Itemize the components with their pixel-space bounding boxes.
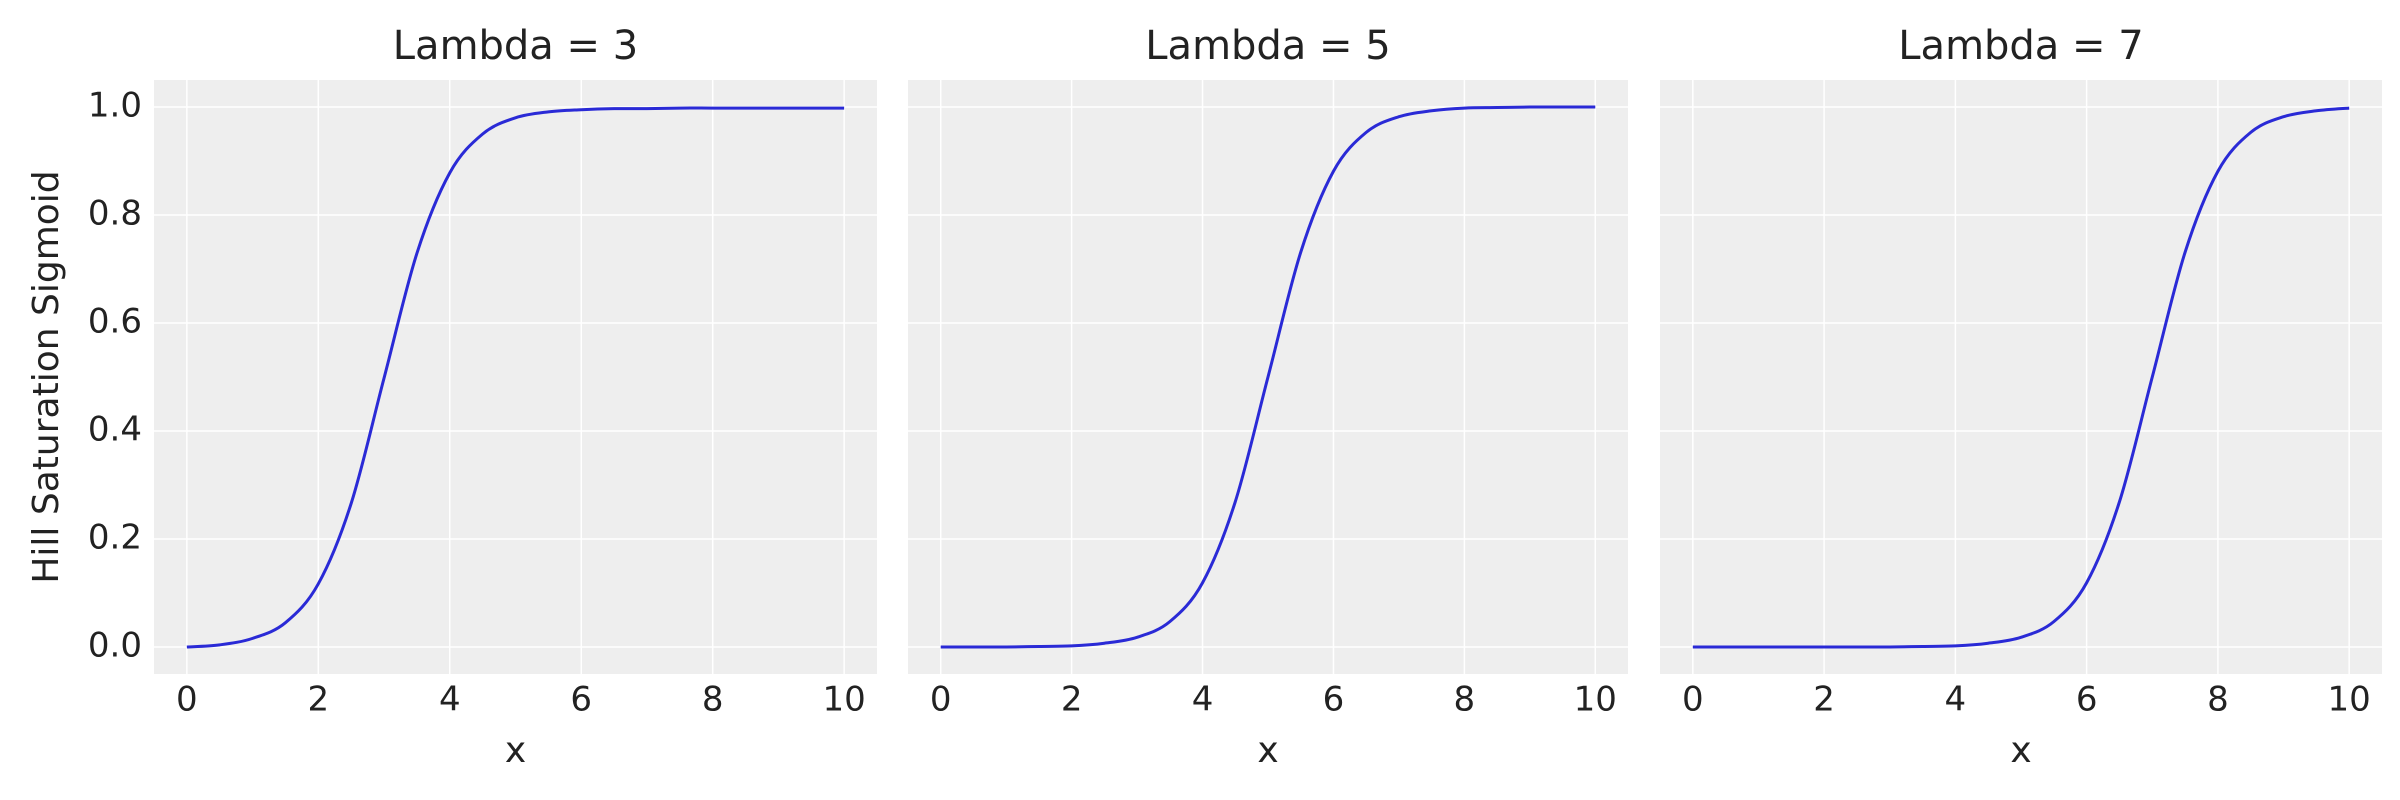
x-tick-label: 6 xyxy=(1323,680,1345,720)
x-tick-label: 4 xyxy=(439,680,461,720)
x-tick-label: 10 xyxy=(1574,680,1617,720)
y-tick-label: 0.2 xyxy=(88,518,142,558)
x-axis-label: x xyxy=(505,730,526,771)
x-tick-label: 0 xyxy=(1682,680,1704,720)
x-tick-label: 2 xyxy=(307,680,329,720)
y-tick-label: 0.8 xyxy=(88,194,142,234)
y-tick-label: 0.6 xyxy=(88,302,142,342)
y-axis-label: Hill Saturation Sigmoid xyxy=(26,170,67,583)
x-tick-label: 4 xyxy=(1192,680,1214,720)
plot-area xyxy=(1660,80,2382,674)
x-tick-label: 8 xyxy=(2207,680,2229,720)
x-tick-label: 0 xyxy=(176,680,198,720)
x-tick-label: 8 xyxy=(702,680,724,720)
x-axis-label: x xyxy=(1257,730,1278,771)
x-tick-label: 10 xyxy=(2328,680,2371,720)
x-tick-label: 2 xyxy=(1813,680,1835,720)
x-tick-label: 2 xyxy=(1061,680,1083,720)
x-axis-label: x xyxy=(2010,730,2031,771)
chart-title: Lambda = 7 xyxy=(1898,23,2143,69)
chart-title: Lambda = 3 xyxy=(393,23,638,69)
chart-title: Lambda = 5 xyxy=(1145,23,1390,69)
x-tick-label: 10 xyxy=(823,680,866,720)
line xyxy=(186,106,845,649)
x-tick-label: 4 xyxy=(1945,680,1967,720)
plot-area xyxy=(154,80,877,674)
y-tick-label: 0.0 xyxy=(88,626,142,666)
line xyxy=(1692,106,2350,649)
x-tick-label: 6 xyxy=(2076,680,2098,720)
x-tick-label: 6 xyxy=(570,680,592,720)
y-tick-label: 1.0 xyxy=(88,86,142,126)
y-tick-label: 0.4 xyxy=(88,410,142,450)
x-tick-label: 8 xyxy=(1454,680,1476,720)
x-tick-label: 0 xyxy=(930,680,952,720)
line xyxy=(940,105,1596,649)
